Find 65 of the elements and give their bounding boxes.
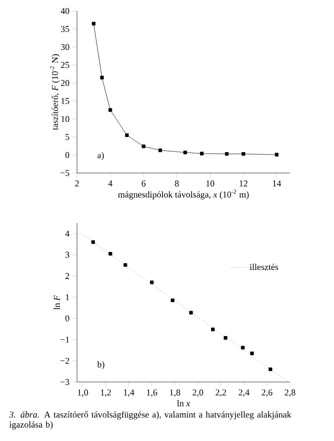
y-tick-label: −3	[60, 378, 70, 386]
y-tick-label: 15	[61, 98, 70, 104]
y-tick-label: 4	[65, 230, 70, 237]
point	[158, 148, 162, 152]
point	[250, 352, 254, 356]
x-tick-label: 4	[108, 180, 112, 186]
y-tick-label: 0	[65, 152, 70, 158]
x-tick-label: 14	[272, 180, 282, 186]
x-tick-label: 8	[174, 180, 179, 186]
point	[108, 108, 112, 112]
y-tick-label: 25	[60, 62, 70, 68]
point	[100, 76, 104, 80]
point	[224, 152, 229, 156]
x-tick-label: 2	[75, 180, 79, 186]
x-tick-label: 12	[240, 180, 248, 186]
point	[125, 133, 129, 137]
annotation: a)	[98, 152, 104, 160]
point	[274, 152, 278, 156]
point	[241, 346, 245, 350]
y-axis-title: taszítóerő, F (10$^{-2}$ N)	[50, 54, 60, 130]
x-tick-label: 2,6	[262, 389, 272, 397]
legend-label: illesztés	[250, 264, 278, 270]
x-tick-label: 2,0	[192, 389, 204, 397]
x-tick-label: 1,4	[124, 389, 134, 397]
y-tick-label: 3	[66, 252, 70, 258]
y-tick-label: 2	[65, 273, 70, 279]
point	[189, 310, 193, 314]
point	[183, 150, 187, 154]
x-tick-label: 10	[206, 180, 214, 186]
point	[91, 240, 95, 244]
point	[150, 280, 154, 284]
y-tick-label: −2	[60, 358, 70, 364]
point	[211, 328, 215, 332]
y-tick-label: 30	[61, 44, 70, 50]
x-axis-title: mágnesdipólok távolsága, x (10$^{-2}$ m)	[118, 190, 249, 200]
point	[92, 22, 96, 26]
point	[108, 252, 112, 256]
text: 3. ábra. A taszítóerő távolságfüggése a), valamint a hatványjelleg alakjának igazolása b)	[9, 411, 292, 430]
annotation: b)	[97, 361, 104, 370]
point	[142, 144, 146, 148]
y-tick-label: 20	[60, 80, 70, 86]
y-tick-label: −5	[60, 170, 70, 176]
x-tick-label: 1,0	[78, 389, 88, 397]
point	[268, 367, 272, 372]
y-tick-label: 35	[61, 26, 70, 32]
x-axis-title: ln x	[177, 400, 190, 406]
x-tick-label: 2,2	[216, 389, 226, 397]
point	[224, 336, 228, 340]
y-tick-label: −1	[60, 336, 70, 343]
x-tick-label: 6	[142, 180, 146, 186]
y-tick-label: 5	[66, 134, 70, 140]
point	[124, 263, 128, 267]
x-tick-label: 1,8	[170, 389, 180, 397]
point	[170, 298, 174, 302]
x-tick-label: 1,6	[147, 389, 158, 397]
y-tick-label: 10	[61, 116, 70, 122]
y-tick-label: 40	[60, 8, 70, 14]
x-tick-label: 2,4	[238, 389, 250, 397]
y-tick-label: 1	[66, 294, 70, 300]
point	[242, 152, 246, 156]
point	[200, 152, 204, 156]
y-axis-title: ln F	[54, 295, 60, 310]
x-tick-label: 2,8	[284, 389, 296, 397]
y-tick-label: 0	[65, 315, 70, 322]
x-tick-label: 1,2	[100, 389, 111, 397]
